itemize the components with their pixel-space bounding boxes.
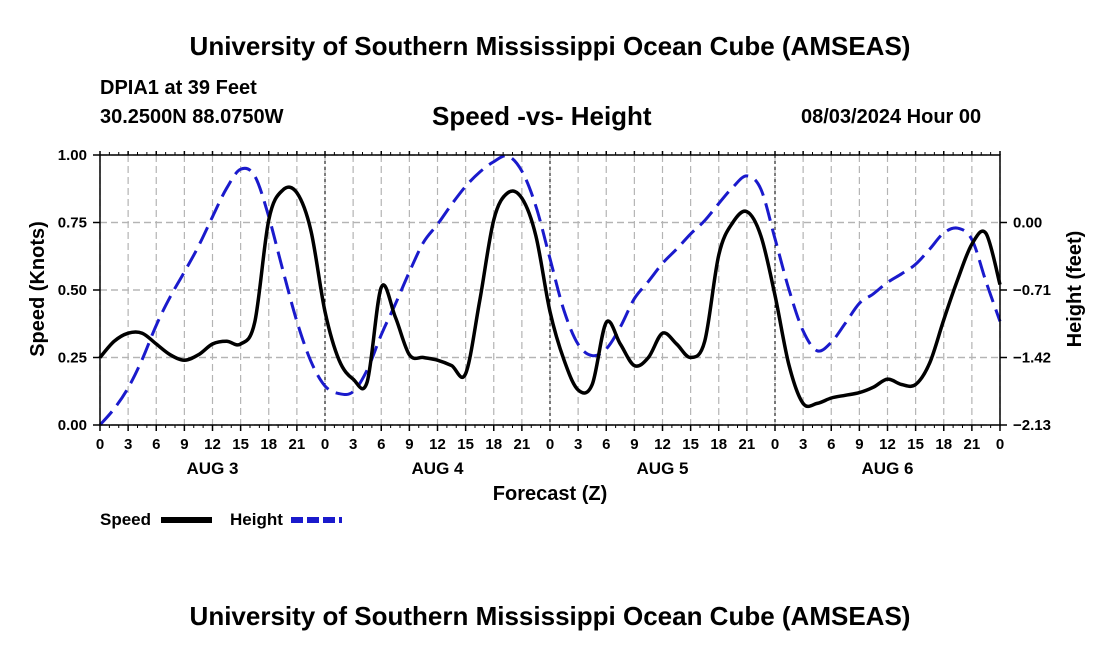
right-tick-label: −2.13 <box>1013 417 1051 434</box>
x-tick-label: 3 <box>799 436 807 453</box>
left-tick-label: 0.50 <box>58 282 87 299</box>
station-label: DPIA1 at 39 Feet <box>100 77 257 99</box>
x-tick-label: 6 <box>602 436 610 453</box>
x-tick-label: 9 <box>630 436 638 453</box>
x-tick-label: 0 <box>546 436 554 453</box>
x-tick-label: 9 <box>855 436 863 453</box>
left-tick-label: 1.00 <box>58 147 87 164</box>
left-tick-label: 0.75 <box>58 215 87 232</box>
x-tick-label: 15 <box>232 436 249 453</box>
legend-height-label: Height <box>230 510 283 529</box>
x-tick-label: 21 <box>964 436 981 453</box>
x-tick-label: 15 <box>457 436 474 453</box>
x-axis-day-labels: AUG 3 AUG 4 AUG 5 AUG 6 <box>187 459 914 478</box>
x-tick-label: 15 <box>682 436 699 453</box>
series <box>98 154 1002 426</box>
x-day-label: AUG 6 <box>862 459 914 478</box>
speed-series-line <box>98 185 1002 409</box>
x-tick-label: 9 <box>405 436 413 453</box>
x-tick-label: 18 <box>935 436 952 453</box>
x-tick-label: 0 <box>996 436 1004 453</box>
x-tick-label: 12 <box>429 436 446 453</box>
right-axis-label: Height (feet) <box>1064 231 1086 348</box>
x-tick-label: 6 <box>152 436 160 453</box>
left-tick-label: 0.00 <box>58 417 87 434</box>
x-day-label: AUG 3 <box>187 459 239 478</box>
forecast-datetime: 08/03/2024 Hour 00 <box>801 106 982 128</box>
x-tick-label: 12 <box>654 436 671 453</box>
x-axis-label: Forecast (Z) <box>493 483 607 505</box>
x-day-label: AUG 4 <box>412 459 465 478</box>
x-tick-label: 15 <box>907 436 924 453</box>
right-tick-label: −1.42 <box>1013 350 1051 367</box>
x-tick-label: 3 <box>124 436 132 453</box>
x-tick-label: 9 <box>180 436 188 453</box>
x-tick-label: 6 <box>827 436 835 453</box>
x-tick-label: 18 <box>485 436 502 453</box>
x-tick-label: 0 <box>96 436 104 453</box>
x-tick-label: 18 <box>260 436 277 453</box>
x-day-label: AUG 5 <box>637 459 689 478</box>
station-coordinates: 30.2500N 88.0750W <box>100 106 284 128</box>
x-tick-label: 3 <box>349 436 357 453</box>
x-tick-label: 12 <box>879 436 896 453</box>
left-tick-label: 0.25 <box>58 350 87 367</box>
x-tick-label: 21 <box>289 436 306 453</box>
footer-title: University of Southern Mississippi Ocean… <box>189 601 911 631</box>
page-title: University of Southern Mississippi Ocean… <box>189 31 911 61</box>
x-tick-label: 21 <box>514 436 531 453</box>
height-series-line <box>98 154 1002 426</box>
x-tick-label: 0 <box>321 436 329 453</box>
x-tick-label: 18 <box>710 436 727 453</box>
x-tick-label: 12 <box>204 436 221 453</box>
chart-title: Speed -vs- Height <box>432 101 652 131</box>
x-tick-label: 21 <box>739 436 756 453</box>
right-tick-label: 0.00 <box>1013 215 1042 232</box>
right-axis-ticks: −2.13 −1.42 −0.71 0.00 <box>1000 215 1051 434</box>
x-axis-ticks: 0 3 6 9 12 15 18 21 0 3 6 9 12 15 18 21 0 3 6 9 12 15 18 21 0 3 6 9… <box>96 151 1004 453</box>
legend-speed-label: Speed <box>100 510 151 529</box>
left-axis-label: Speed (Knots) <box>27 221 49 357</box>
legend: Speed Height <box>100 510 342 529</box>
x-tick-label: 6 <box>377 436 385 453</box>
x-tick-label: 0 <box>771 436 779 453</box>
right-tick-label: −0.71 <box>1013 282 1051 299</box>
x-tick-label: 3 <box>574 436 582 453</box>
left-axis-ticks: 0.00 0.25 0.50 0.75 1.00 <box>58 147 100 434</box>
